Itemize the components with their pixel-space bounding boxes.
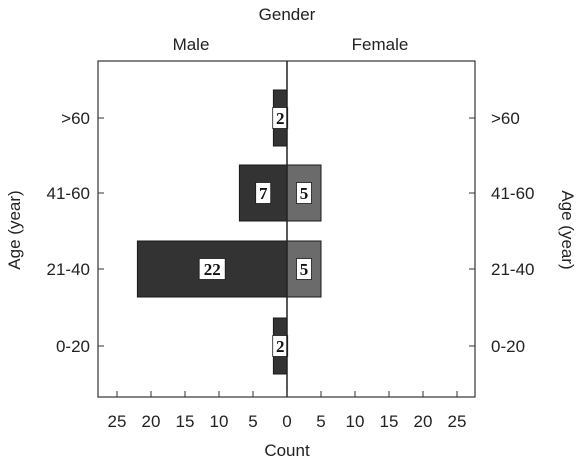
y-tick-label-right-3: 0-20 bbox=[491, 337, 525, 356]
x-tick-label-2: 15 bbox=[176, 412, 195, 431]
y-tick-label-right-1: 41-60 bbox=[491, 184, 534, 203]
bar-label-female-1: 5 bbox=[300, 184, 309, 203]
bar-label-male-3: 2 bbox=[276, 337, 285, 356]
x-tick-label-3: 10 bbox=[210, 412, 229, 431]
y-tick-label-left-1: 41-60 bbox=[47, 184, 90, 203]
series-header-female: Female bbox=[352, 35, 409, 54]
x-axis-label: Count bbox=[264, 441, 310, 460]
bar-label-box-female-1 bbox=[296, 182, 312, 204]
series-header-male: Male bbox=[173, 35, 210, 54]
x-tick-label-10: 25 bbox=[448, 412, 467, 431]
y-tick-label-right-0: >60 bbox=[491, 109, 520, 128]
bar-label-box-male-2 bbox=[198, 258, 226, 280]
bar-label-male-0: 2 bbox=[276, 109, 285, 128]
y-axis-label-left: Age (year) bbox=[5, 190, 24, 269]
x-tick-label-5: 0 bbox=[282, 412, 291, 431]
x-tick-label-4: 5 bbox=[248, 412, 257, 431]
y-tick-label-left-0: >60 bbox=[61, 109, 90, 128]
y-tick-label-right-2: 21-40 bbox=[491, 260, 534, 279]
x-tick-label-8: 15 bbox=[380, 412, 399, 431]
bar-label-box-female-2 bbox=[296, 258, 312, 280]
x-tick-label-9: 20 bbox=[414, 412, 433, 431]
x-tick-label-7: 10 bbox=[346, 412, 365, 431]
x-tick-label-0: 25 bbox=[108, 412, 127, 431]
bar-label-male-2: 22 bbox=[204, 260, 221, 279]
x-tick-label-6: 5 bbox=[316, 412, 325, 431]
y-tick-label-left-2: 21-40 bbox=[47, 260, 90, 279]
chart-title: Gender bbox=[259, 5, 316, 24]
y-tick-label-left-3: 0-20 bbox=[56, 337, 90, 356]
y-axis-label-right: Age (year) bbox=[558, 190, 577, 269]
bar-label-female-2: 5 bbox=[300, 260, 309, 279]
bar-label-box-male-1 bbox=[255, 182, 272, 204]
x-tick-label-1: 20 bbox=[142, 412, 161, 431]
bar-label-male-1: 7 bbox=[259, 184, 268, 203]
